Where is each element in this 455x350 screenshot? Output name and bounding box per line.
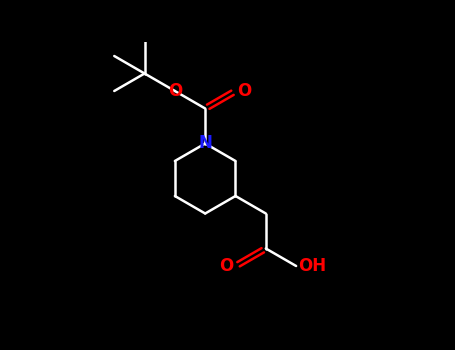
Text: O: O <box>168 82 182 100</box>
Text: OH: OH <box>298 257 326 275</box>
Text: O: O <box>219 257 234 275</box>
Text: N: N <box>198 134 212 153</box>
Text: O: O <box>237 82 252 100</box>
